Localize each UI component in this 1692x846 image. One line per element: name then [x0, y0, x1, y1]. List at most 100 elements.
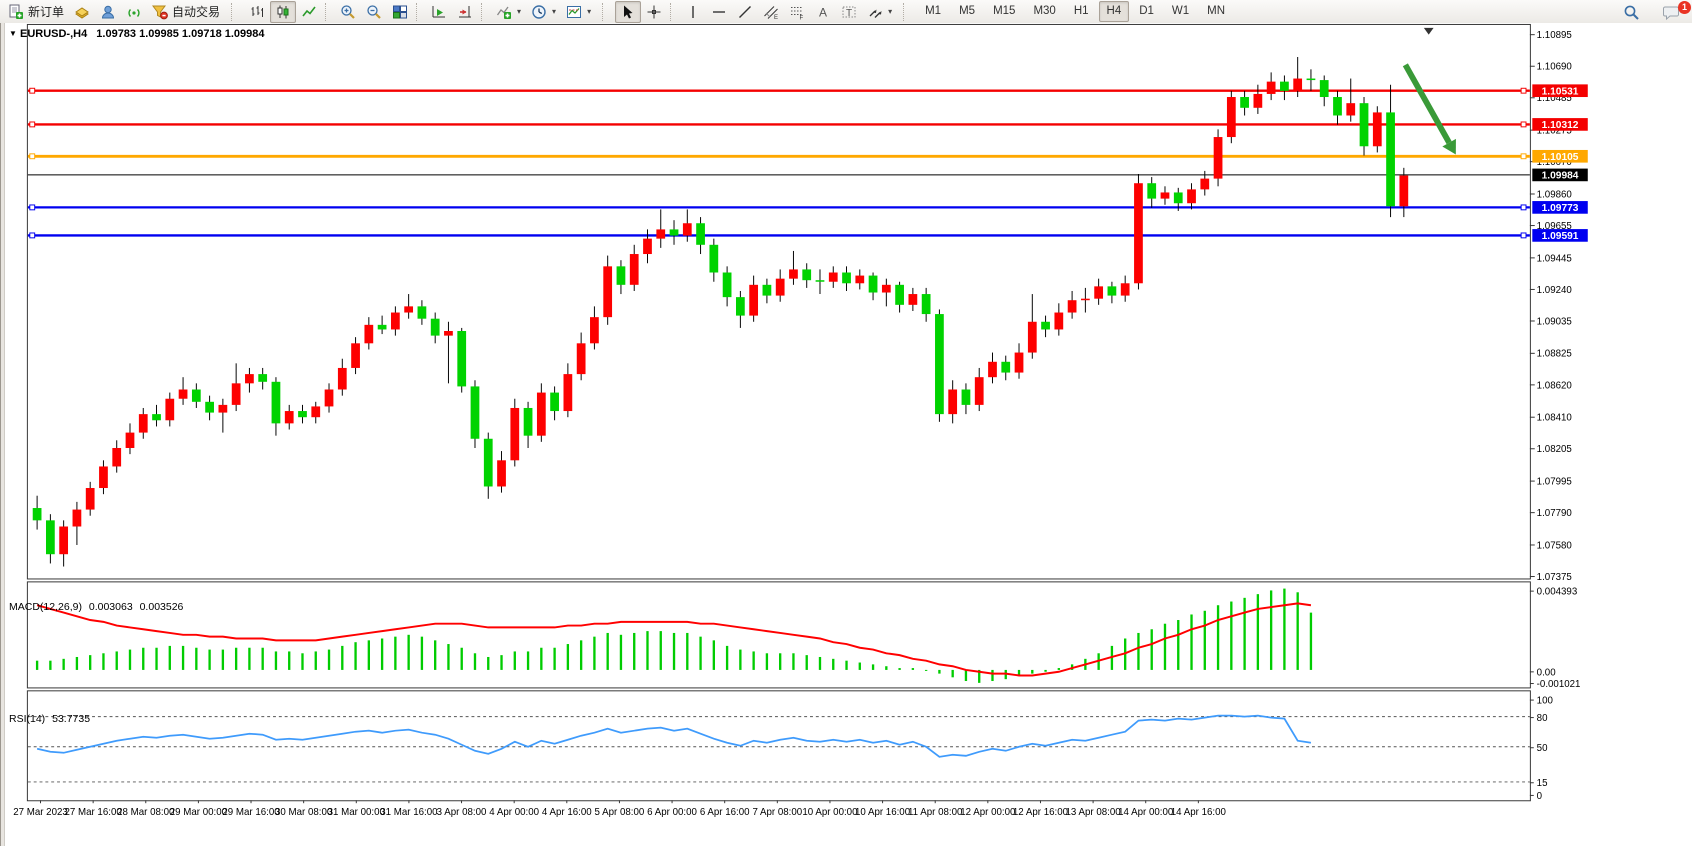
dropdown-caret-icon[interactable]: ▾ — [517, 7, 522, 16]
macd-histogram-bar — [978, 669, 981, 683]
main-pane[interactable] — [26, 23, 1531, 580]
bear-candle — [961, 389, 971, 405]
bear-candle — [430, 318, 440, 336]
macd-histogram-bar — [1216, 605, 1220, 670]
bull-candle — [682, 223, 692, 236]
periods-button[interactable]: ▾ — [526, 1, 561, 23]
market-button[interactable] — [69, 1, 95, 23]
bull-candle — [1027, 321, 1037, 353]
timeframe-button-m30[interactable]: M30 — [1033, 5, 1056, 17]
zoom-in-button[interactable] — [335, 1, 361, 23]
bull-candle — [404, 306, 414, 313]
timeframe-button-mn[interactable]: MN — [1207, 5, 1226, 17]
bull-candle — [974, 377, 984, 405]
rsi-pane[interactable] — [26, 690, 1531, 802]
templates-button[interactable]: ▾ — [561, 1, 596, 23]
bar-chart-button[interactable] — [244, 1, 270, 23]
price-chart-canvas[interactable]: 1.108951.106901.104851.102751.100701.098… — [0, 23, 1692, 846]
bull-candle — [510, 407, 520, 461]
bear-candle — [1319, 80, 1329, 98]
bull-candle — [643, 238, 652, 255]
search-button[interactable] — [1618, 1, 1644, 23]
trendline-button[interactable] — [732, 1, 758, 23]
horizontal-level-line[interactable] — [27, 204, 1530, 211]
zoom-out-button[interactable] — [361, 1, 387, 23]
dropdown-caret-icon[interactable]: ▾ — [552, 7, 557, 16]
macd-histogram-bar — [593, 636, 596, 670]
macd-histogram-bar — [938, 669, 941, 674]
macd-histogram-bar — [646, 631, 649, 670]
community-button[interactable] — [95, 1, 121, 23]
chart-shift-button[interactable] — [452, 1, 478, 23]
timeframe-button-m1[interactable]: M1 — [925, 5, 942, 17]
toolbar-separator — [325, 2, 332, 21]
crosshair-button[interactable] — [641, 1, 667, 23]
candlesticks — [32, 56, 1409, 567]
bear-candle — [417, 306, 427, 319]
timeframe-button-w1[interactable]: W1 — [1171, 5, 1190, 17]
horizontal-line-button[interactable] — [706, 1, 732, 23]
notification-badge[interactable]: 1 — [1678, 0, 1691, 14]
time-axis-label: 3 Apr 08:00 — [437, 807, 487, 818]
macd-histogram-bar — [1309, 612, 1313, 670]
macd-histogram-bar — [991, 669, 994, 682]
time-axis-label: 13 Apr 08:00 — [1066, 807, 1122, 818]
equidistant-channel-button[interactable]: E — [758, 1, 784, 23]
bull-candle — [789, 269, 798, 279]
chat-button[interactable]: 1 — [1658, 0, 1691, 23]
text-label-icon: T — [841, 4, 857, 20]
macd-histogram-bar — [89, 655, 92, 670]
arrows-button[interactable]: ▾ — [862, 1, 897, 23]
dropdown-caret-icon[interactable]: ▾ — [587, 7, 592, 16]
macd-histogram-bar — [818, 656, 822, 670]
horizontal-level-line[interactable] — [27, 153, 1530, 160]
new-order-button[interactable]: 新订单 — [3, 1, 69, 23]
vertical-line-button[interactable] — [680, 1, 706, 23]
auto-scroll-button[interactable] — [426, 1, 452, 23]
timeframe-button-d1[interactable]: D1 — [1139, 5, 1154, 17]
text-button[interactable]: A — [810, 1, 836, 23]
price-tag: 1.10531 — [1532, 84, 1588, 97]
autotrading-button[interactable]: 自动交易 — [147, 1, 225, 23]
bull-candle — [311, 406, 321, 418]
fibonacci-button[interactable]: F — [784, 1, 810, 23]
text-label-button[interactable]: T — [836, 1, 862, 23]
bull-candle — [1094, 286, 1104, 299]
tile-windows-button[interactable] — [387, 1, 413, 23]
macd-histogram-bar — [725, 645, 729, 670]
horizontal-level-line[interactable] — [27, 232, 1530, 239]
macd-histogram-bar — [327, 649, 331, 670]
zoom-in-icon — [340, 4, 356, 20]
timeframe-button-h1[interactable]: H1 — [1073, 5, 1089, 17]
bull-candle — [59, 526, 69, 555]
trend-arrow-annotation[interactable] — [1402, 63, 1456, 155]
bear-candle — [1280, 81, 1289, 91]
candlestick-chart-button[interactable] — [270, 0, 297, 23]
time-axis-label: 29 Mar 00:00 — [170, 807, 228, 818]
macd-histogram-bar — [779, 653, 782, 670]
toolbar-separator — [670, 2, 677, 21]
signals-button[interactable] — [121, 1, 147, 23]
timeframe-button-m15[interactable]: M15 — [993, 5, 1016, 17]
cursor-button[interactable] — [615, 0, 642, 23]
horizontal-level-line[interactable] — [27, 121, 1530, 128]
bear-candle — [842, 272, 851, 284]
macd-signal-line — [36, 602, 1312, 677]
dropdown-caret-icon[interactable]: ▾ — [888, 7, 893, 16]
indicators-button[interactable]: ▾ — [491, 1, 526, 23]
bull-candle — [444, 331, 453, 336]
macd-histogram-bar — [911, 668, 915, 670]
macd-histogram-bar — [739, 649, 742, 670]
macd-histogram-bar — [659, 631, 662, 670]
macd-histogram-bar — [1283, 588, 1286, 670]
bull-candle — [1067, 300, 1077, 313]
bull-candle — [1187, 189, 1196, 204]
timeframe-button-m5[interactable]: M5 — [959, 5, 976, 17]
chart-shift-marker-icon[interactable] — [1423, 27, 1434, 35]
horizontal-level-line[interactable] — [27, 87, 1530, 94]
line-chart-button[interactable] — [296, 1, 322, 23]
time-axis-label: 31 Mar 00:00 — [328, 807, 386, 818]
macd-pane[interactable] — [26, 581, 1531, 689]
time-axis-label: 12 Apr 00:00 — [960, 807, 1016, 818]
timeframe-button-h4[interactable]: H4 — [1098, 1, 1130, 22]
